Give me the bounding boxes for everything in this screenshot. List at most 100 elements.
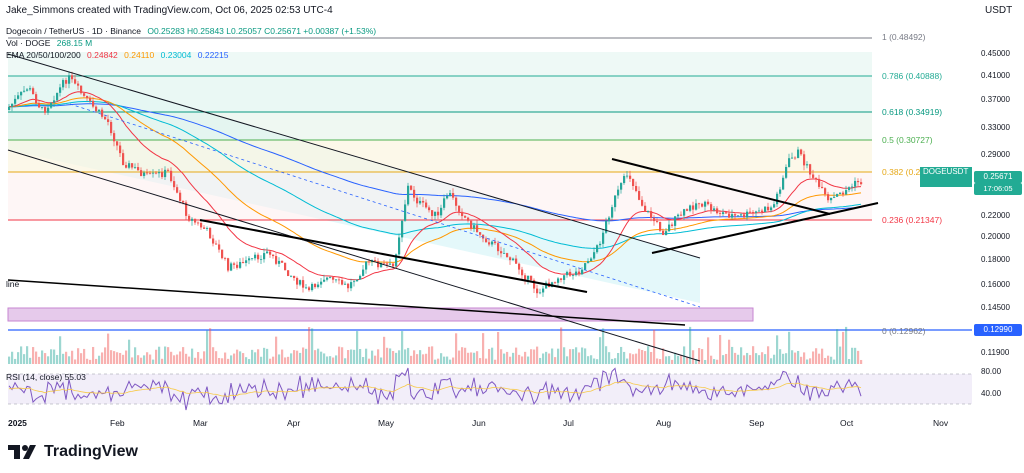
candle-body: [722, 212, 725, 214]
currency-label[interactable]: USDT: [985, 5, 1013, 16]
candle-body: [671, 224, 674, 226]
candle-body: [590, 258, 593, 262]
legend-volume-row[interactable]: Vol · DOGE 268.15 M: [6, 38, 96, 48]
volume-bar: [215, 351, 218, 364]
candle-body: [212, 238, 215, 244]
volume-bar: [722, 355, 725, 364]
volume-bar: [383, 336, 386, 364]
candle-body: [221, 249, 224, 259]
candle-body: [341, 280, 344, 285]
candle-body: [473, 225, 476, 229]
volume-bar: [740, 347, 743, 364]
volume-bar: [467, 352, 470, 364]
volume-bar: [203, 351, 206, 364]
legend-ema-row[interactable]: EMA 20/50/100/200 0.24842 0.24110 0.2300…: [6, 50, 232, 60]
volume-bar: [656, 358, 659, 364]
volume-bar: [266, 348, 269, 364]
volume-bar: [149, 354, 152, 364]
time-label: Mar: [193, 418, 208, 428]
chart-area[interactable]: Dogecoin / TetherUS · 1D · Binance O0.25…: [0, 22, 972, 417]
volume-bar: [47, 356, 50, 364]
candle-body: [185, 202, 188, 216]
volume-bar: [131, 357, 134, 364]
candle-body: [521, 269, 524, 276]
volume-bar: [290, 353, 293, 364]
tradingview-logo-icon: [8, 445, 36, 459]
rsi-tick: 80.00: [981, 367, 1002, 376]
candle-body: [173, 181, 176, 188]
candle-body: [386, 263, 389, 265]
volume-bar: [617, 353, 620, 364]
candle-body: [275, 256, 278, 264]
candle-body: [752, 211, 755, 213]
volume-bar: [845, 326, 848, 364]
fib-label-0786: 0.786 (0.40888): [882, 71, 943, 81]
volume-bar: [602, 328, 605, 364]
candle-body: [449, 193, 452, 196]
candle-body: [836, 194, 839, 197]
candle-body: [11, 103, 14, 107]
candle-body: [824, 188, 827, 195]
candle-body: [53, 100, 56, 103]
candle-body: [41, 107, 44, 108]
time-label: Jul: [563, 418, 574, 428]
volume-bar: [137, 355, 140, 364]
candle-body: [176, 187, 179, 193]
candle-body: [524, 275, 527, 280]
line-annotation[interactable]: line: [6, 279, 20, 289]
volume-bar: [605, 346, 608, 364]
volume-bar: [29, 357, 32, 364]
volume-bar: [464, 347, 467, 364]
volume-bar: [392, 351, 395, 364]
candle-body: [401, 220, 404, 238]
tradingview-logo[interactable]: TradingView: [8, 443, 138, 461]
candle-body: [317, 284, 320, 288]
volume-label: Vol · DOGE: [6, 38, 51, 48]
volume-bar: [494, 359, 497, 364]
volume-bar: [320, 351, 323, 364]
volume-bar: [662, 348, 665, 364]
volume-bar: [110, 350, 113, 364]
volume-bar: [572, 349, 575, 364]
legend-rsi-row[interactable]: RSI (14, close) 55.03: [6, 372, 90, 382]
candle-body: [428, 207, 431, 211]
volume-bar: [833, 359, 836, 364]
volume-bar: [146, 352, 149, 364]
legend-symbol-row[interactable]: Dogecoin / TetherUS · 1D · Binance O0.25…: [6, 26, 380, 36]
volume-bar: [524, 351, 527, 364]
candle-body: [560, 278, 563, 280]
candle-body: [647, 211, 650, 212]
volume-bar: [704, 359, 707, 364]
fib-label-1: 1 (0.48492): [882, 32, 926, 42]
candle-body: [233, 263, 236, 265]
symbol-name[interactable]: Dogecoin / TetherUS · 1D · Binance: [6, 26, 141, 36]
candle-body: [566, 271, 569, 276]
volume-bar: [317, 348, 320, 364]
volume-bar: [512, 352, 515, 364]
price-tick: 0.41000: [981, 71, 1010, 80]
volume-bar: [71, 350, 74, 364]
volume-bar: [275, 336, 278, 364]
price-scale[interactable]: 0.45000 0.41000 0.37000 0.33000 0.29000 …: [972, 22, 1024, 417]
volume-bar: [419, 350, 422, 364]
volume-bar: [92, 346, 95, 364]
support-price-badge: 0.12990: [974, 324, 1022, 336]
candle-body: [425, 202, 428, 208]
candle-body: [14, 98, 17, 104]
candle-body: [413, 189, 416, 198]
candle-body: [77, 83, 80, 86]
volume-bar: [506, 351, 509, 364]
volume-bar: [185, 353, 188, 364]
volume-bar: [626, 358, 629, 364]
volume-bar: [386, 347, 389, 364]
volume-bar: [686, 357, 689, 364]
price-chart[interactable]: [0, 22, 972, 417]
candle-body: [209, 227, 212, 239]
candle-body: [710, 204, 713, 211]
candle-body: [296, 277, 299, 285]
volume-bar: [56, 354, 59, 364]
candle-body: [56, 92, 59, 101]
candle-body: [245, 260, 248, 263]
time-axis[interactable]: 2025 Feb Mar Apr May Jun Jul Aug Sep Oct…: [0, 417, 972, 431]
volume-bar: [38, 356, 41, 364]
